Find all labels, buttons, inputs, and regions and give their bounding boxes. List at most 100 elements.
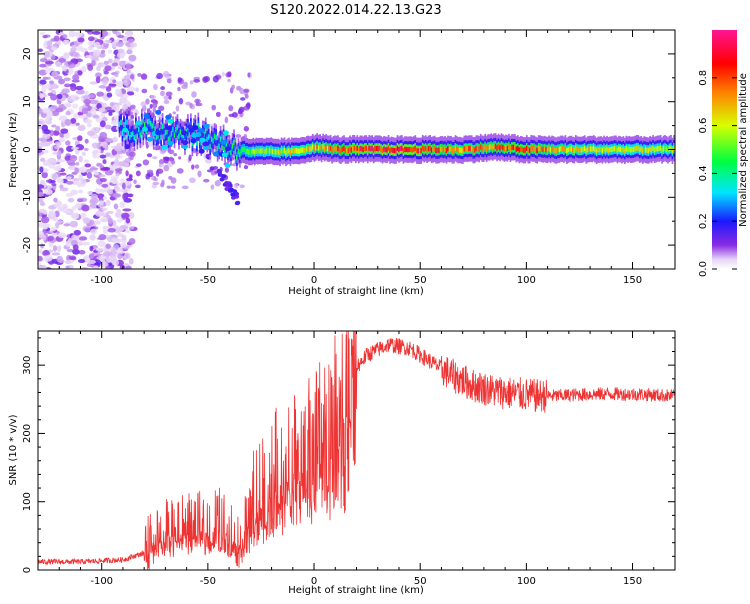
heatmap-cell bbox=[77, 259, 86, 264]
heatmap-cell bbox=[521, 146, 524, 153]
heatmap-cell bbox=[95, 187, 100, 194]
heatmap-cell bbox=[530, 145, 533, 151]
heatmap-cell bbox=[234, 148, 237, 154]
heatmap-cell bbox=[658, 146, 660, 152]
heatmap-cell bbox=[410, 146, 412, 153]
heatmap-cell bbox=[525, 145, 528, 151]
heatmap-cell bbox=[104, 106, 112, 110]
heatmap-cell bbox=[631, 146, 634, 153]
heatmap-cell bbox=[143, 122, 146, 128]
heatmap-cell bbox=[178, 133, 180, 139]
heatmap-cell bbox=[222, 135, 225, 141]
heatmap-cell bbox=[94, 171, 99, 176]
heatmap-cell bbox=[56, 245, 62, 252]
heatmap-cell bbox=[74, 149, 80, 155]
heatmap-cell bbox=[653, 147, 656, 153]
heatmap-cell bbox=[116, 41, 124, 48]
heatmap-cell bbox=[548, 146, 550, 152]
heatmap-cell bbox=[239, 184, 245, 189]
heatmap-cell bbox=[113, 203, 119, 210]
heatmap-cell bbox=[500, 143, 503, 150]
heatmap-cell bbox=[484, 144, 487, 150]
heatmap-cell bbox=[52, 130, 60, 136]
heatmap-cell bbox=[112, 30, 118, 35]
heatmap-cell bbox=[470, 145, 473, 152]
heatmap-cell bbox=[178, 156, 182, 160]
heatmap-cell bbox=[117, 101, 123, 106]
heatmap-cell bbox=[90, 108, 97, 115]
heatmap-cell bbox=[50, 226, 57, 232]
heatmap-cell bbox=[560, 146, 562, 152]
heatmap-cell bbox=[244, 94, 249, 99]
heatmap-cell bbox=[90, 193, 99, 199]
heatmap-cell bbox=[508, 144, 510, 150]
heatmap-cell bbox=[554, 147, 556, 153]
heatmap-cell bbox=[113, 145, 122, 152]
heatmap-cell bbox=[188, 132, 191, 138]
heatmap-cell bbox=[66, 180, 74, 185]
heatmap-cell bbox=[70, 85, 77, 92]
heatmap-cell bbox=[166, 129, 168, 135]
heatmap-cell bbox=[87, 190, 93, 196]
heatmap-cell bbox=[122, 127, 129, 133]
heatmap-cell bbox=[320, 146, 323, 152]
heatmap-cell bbox=[227, 71, 232, 78]
heatmap-cell bbox=[362, 147, 365, 153]
heatmap-cell bbox=[181, 185, 189, 190]
heatmap-cell bbox=[476, 145, 479, 151]
heatmap-cell bbox=[39, 58, 48, 63]
heatmap-cell bbox=[622, 146, 625, 152]
heatmap-cell bbox=[73, 113, 79, 120]
heatmap-cell bbox=[206, 136, 209, 142]
heatmap-cell bbox=[64, 118, 72, 126]
heatmap-cell bbox=[479, 144, 482, 150]
heatmap-cell bbox=[58, 78, 66, 85]
heatmap-cell bbox=[189, 80, 194, 85]
heatmap-cell bbox=[360, 146, 363, 152]
heatmap-cell bbox=[128, 211, 135, 219]
heatmap-cell bbox=[188, 127, 195, 133]
heatmap-cell bbox=[604, 147, 607, 153]
heatmap-cell bbox=[93, 41, 101, 48]
heatmap-cell bbox=[288, 148, 290, 154]
heatmap-cell bbox=[172, 126, 174, 133]
heatmap-cell bbox=[65, 110, 71, 116]
heatmap-cell bbox=[197, 170, 202, 178]
heatmap-cell bbox=[71, 234, 80, 241]
heatmap-cell bbox=[542, 146, 544, 153]
heatmap-cell bbox=[43, 142, 51, 147]
heatmap-cell bbox=[39, 31, 46, 35]
heatmap-cell bbox=[369, 146, 372, 152]
heatmap-cell bbox=[44, 83, 52, 90]
heatmap-cell bbox=[494, 143, 497, 149]
heatmap-cell bbox=[393, 148, 396, 154]
heatmap-cell bbox=[240, 97, 246, 101]
heatmap-cell bbox=[511, 144, 513, 150]
heatmap-cell bbox=[610, 146, 613, 152]
heatmap-cell bbox=[552, 146, 555, 152]
heatmap-cell bbox=[84, 90, 89, 97]
heatmap-cell bbox=[54, 141, 62, 146]
heatmap-cell bbox=[116, 232, 124, 238]
heatmap-cell bbox=[323, 145, 326, 151]
heatmap-cell bbox=[435, 147, 437, 154]
heatmap-cell bbox=[207, 134, 210, 140]
heatmap-cell bbox=[243, 88, 250, 93]
heatmap-cell bbox=[80, 166, 87, 174]
heatmap-cell bbox=[222, 130, 229, 136]
heatmap-cell bbox=[543, 146, 546, 152]
heatmap-cell bbox=[426, 147, 429, 153]
heatmap-cell bbox=[158, 164, 163, 168]
heatmap-cell bbox=[125, 217, 131, 224]
heatmap-cell bbox=[439, 146, 442, 152]
heatmap-cell bbox=[71, 79, 80, 83]
heatmap-cell bbox=[38, 266, 45, 269]
heatmap-cell bbox=[53, 35, 60, 42]
heatmap-cell bbox=[216, 170, 222, 175]
heatmap-cell bbox=[384, 147, 387, 153]
heatmap-cell bbox=[167, 140, 174, 146]
x-tick-label: -100 bbox=[90, 576, 113, 587]
heatmap-cell bbox=[390, 147, 393, 153]
heatmap-cell bbox=[462, 148, 464, 154]
heatmap-cell bbox=[83, 147, 89, 152]
